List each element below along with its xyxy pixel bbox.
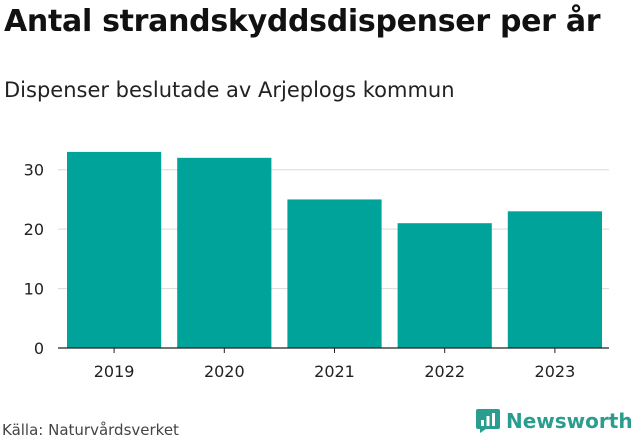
- x-tick-label: 2019: [94, 362, 135, 381]
- source-note: Källa: Naturvårdsverket: [2, 421, 179, 439]
- brand-name: Newsworthy: [506, 409, 631, 433]
- x-tick-label: 2022: [424, 362, 465, 381]
- chart-title: Antal strandskyddsdispenser per år: [4, 4, 601, 39]
- chart-subtitle: Dispenser beslutade av Arjeplogs kommun: [4, 78, 455, 102]
- x-tick-label: 2020: [204, 362, 245, 381]
- brand-logo: Newsworthy: [476, 409, 631, 433]
- y-tick-label: 20: [24, 220, 44, 239]
- bar: [397, 223, 492, 348]
- bar: [287, 199, 382, 348]
- x-tick-label: 2021: [314, 362, 355, 381]
- y-tick-label: 30: [24, 161, 44, 180]
- y-tick-label: 0: [34, 339, 44, 358]
- bar: [507, 211, 602, 348]
- newsworthy-logo-icon: [476, 409, 500, 433]
- bar: [67, 151, 162, 348]
- bar: [177, 157, 272, 348]
- y-tick-label: 10: [24, 280, 44, 299]
- x-tick-label: 2023: [535, 362, 576, 381]
